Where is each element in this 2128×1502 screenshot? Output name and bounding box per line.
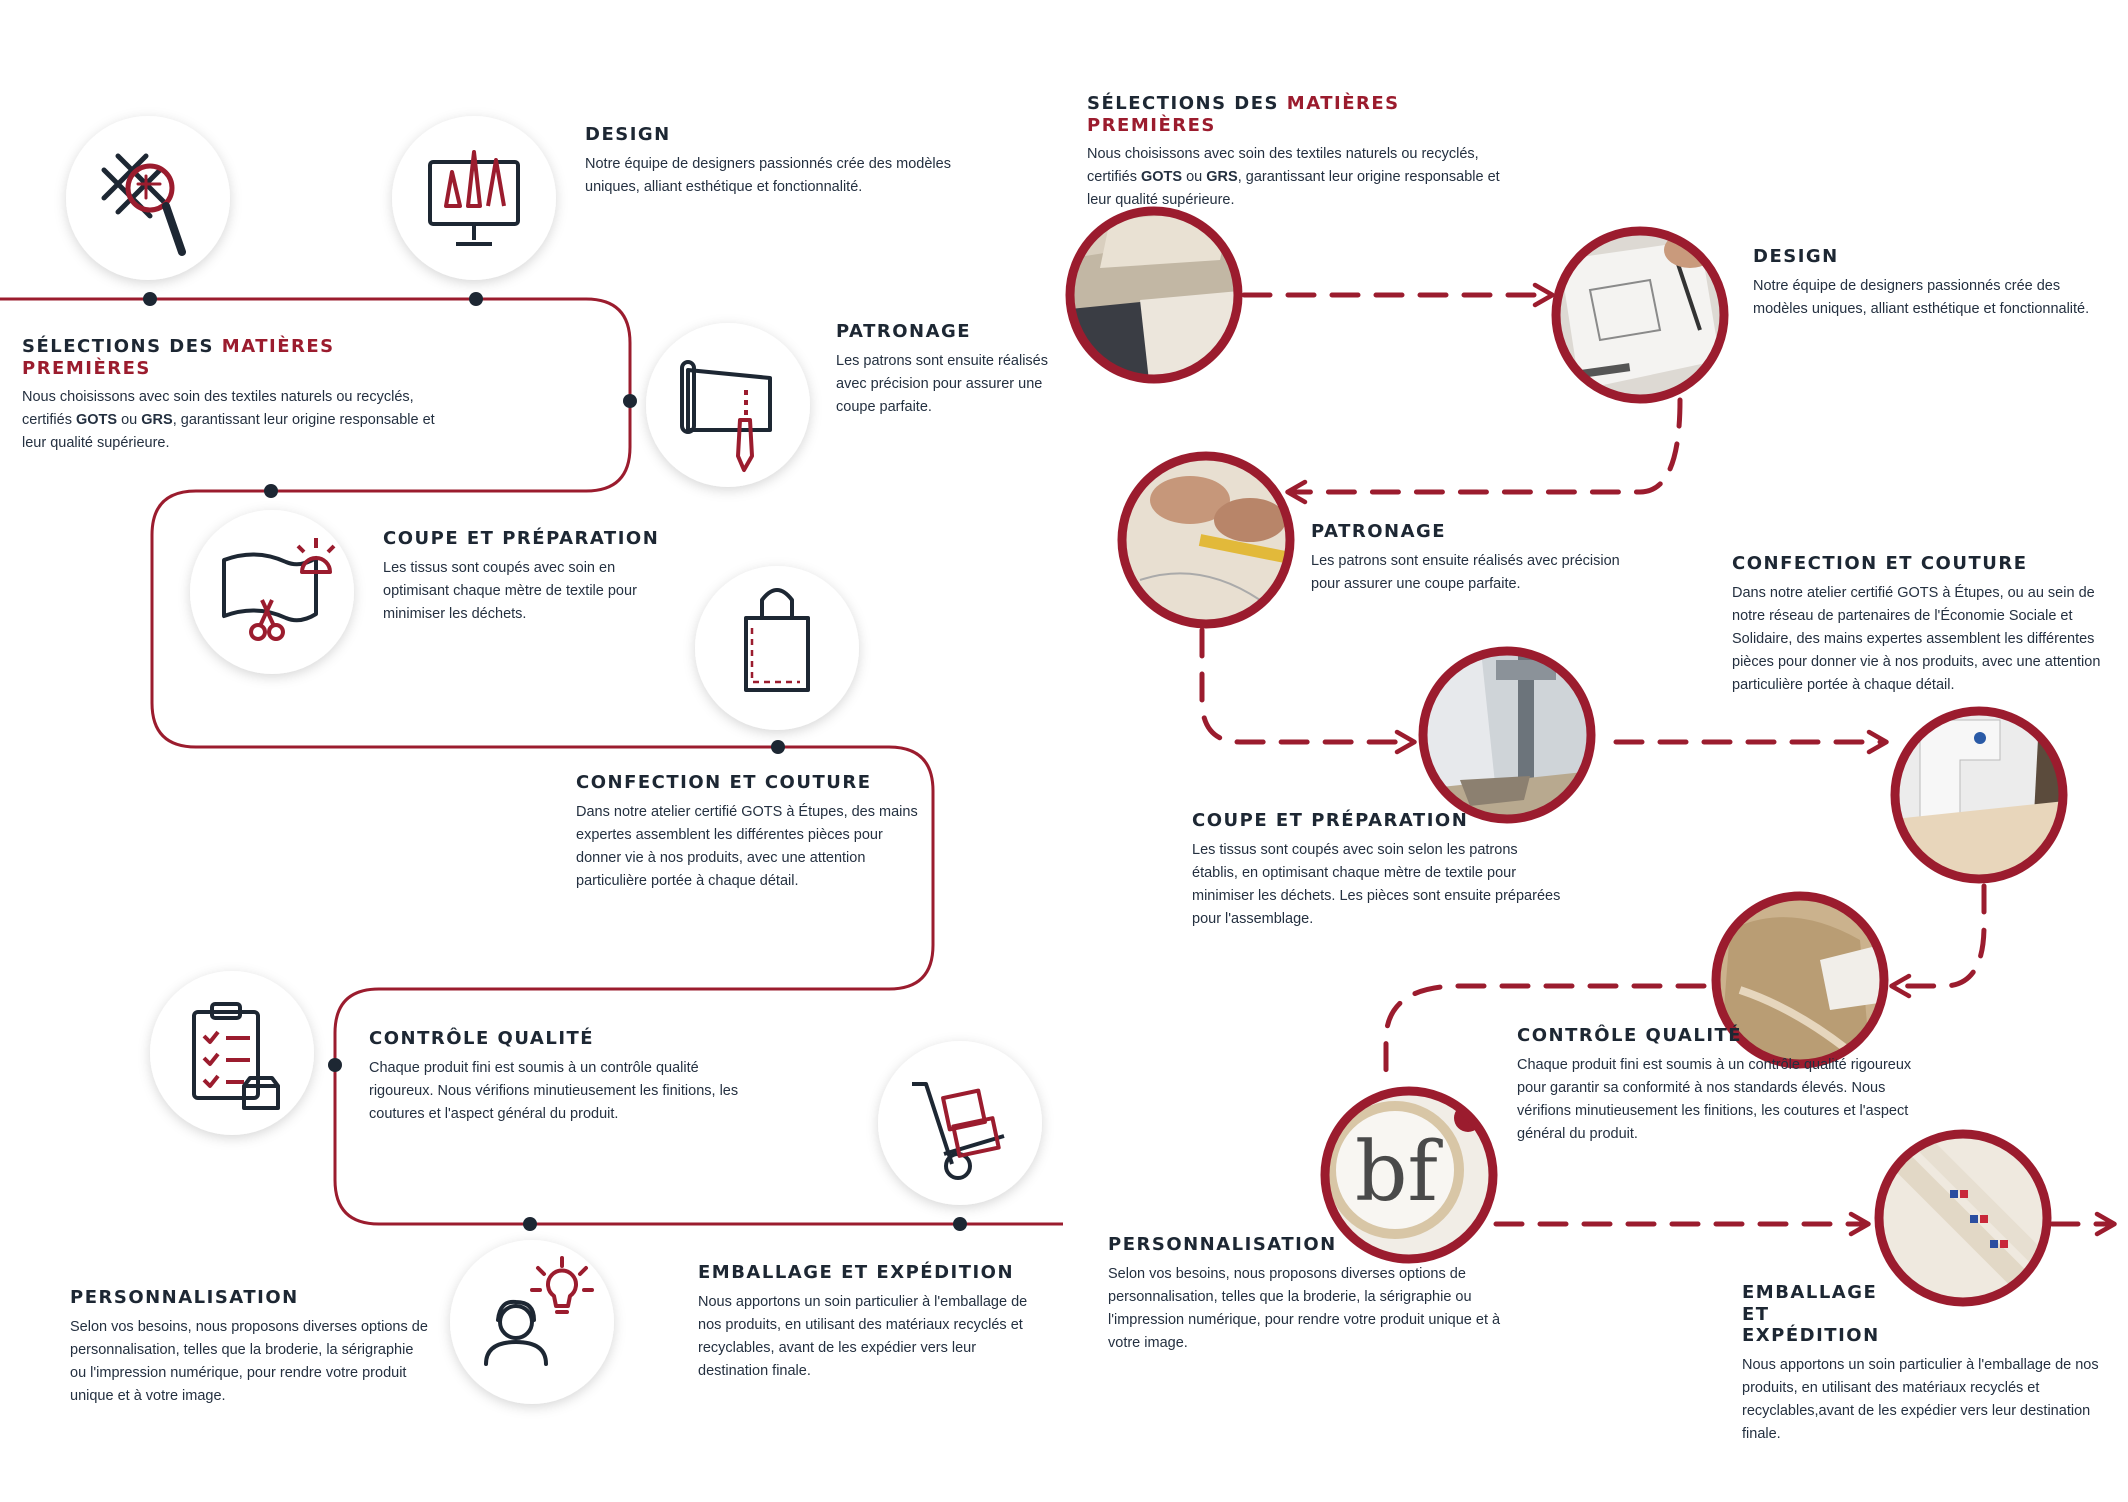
- icon-circle-design: [392, 116, 556, 280]
- step-title: COUPE ET PRÉPARATION: [1192, 810, 1469, 831]
- step-title: EMBALLAGE ET EXPÉDITION: [698, 1262, 1015, 1283]
- icon-circle-selections: [66, 116, 230, 280]
- step-title: PATRONAGE: [1311, 521, 1447, 542]
- timeline-dot: [469, 292, 483, 306]
- right-step-design: DESIGN Notre équipe de designers passion…: [1753, 246, 2103, 321]
- left-step-selections: SÉLECTIONS DES MATIÈRES PREMIÈRES Nous c…: [22, 336, 442, 455]
- packaging-bags-photo: [1874, 1129, 2052, 1307]
- step-description: Dans notre atelier certifié GOTS à Étupe…: [576, 803, 918, 889]
- step-description: Les patrons sont ensuite réalisés avec p…: [836, 352, 1048, 415]
- step-description: Dans notre atelier certifié GOTS à Étupe…: [1732, 584, 2101, 693]
- fabric-scissors-icon: [222, 538, 336, 641]
- icon-circle-confection: [695, 566, 859, 730]
- left-step-confection: CONFECTION ET COUTURE Dans notre atelier…: [576, 772, 926, 893]
- right-step-coupe: COUPE ET PRÉPARATION Les tissus sont cou…: [1192, 810, 1562, 931]
- step-title: CONTRÔLE QUALITÉ: [369, 1028, 595, 1049]
- left-timeline-dots: [143, 292, 967, 1231]
- right-step-personnalisation: PERSONNALISATION Selon vos besoins, nous…: [1108, 1234, 1528, 1355]
- timeline-dot: [953, 1217, 967, 1231]
- icon-circle-emballage: [878, 1041, 1042, 1205]
- svg-text:bf: bf: [1355, 1125, 1443, 1220]
- quality-bags-photo: [1711, 891, 1889, 1069]
- search-fabric-icon: [101, 153, 186, 256]
- sketching-photo: [1551, 226, 1729, 404]
- step-title: PERSONNALISATION: [1108, 1234, 1337, 1255]
- person-idea-icon: [484, 1256, 594, 1366]
- cutting-machine-photo: [1418, 646, 1596, 824]
- step-title: SÉLECTIONS DES MATIÈRES PREMIÈRES: [1087, 93, 1400, 136]
- right-step-patronage: PATRONAGE Les patrons sont ensuite réali…: [1311, 521, 1641, 596]
- icon-circle-patronage: [646, 323, 810, 487]
- embroidery-photo: bf: [1320, 1086, 1498, 1264]
- right-step-controle: CONTRÔLE QUALITÉ Chaque produit fini est…: [1517, 1025, 1927, 1146]
- step-description: Chaque produit fini est soumis à un cont…: [369, 1059, 739, 1122]
- icon-circle-coupe: [190, 510, 354, 674]
- step-description: Selon vos besoins, nous proposons divers…: [70, 1318, 428, 1404]
- icon-circle-personnalisation: [450, 1240, 614, 1404]
- pattern-drawing-photo: [1117, 451, 1295, 629]
- left-step-coupe: COUPE ET PRÉPARATION Les tissus sont cou…: [383, 528, 673, 626]
- step-title: CONFECTION ET COUTURE: [576, 772, 872, 793]
- left-step-patronage: PATRONAGE Les patrons sont ensuite réali…: [836, 321, 1066, 419]
- right-step-emballage: EMBALLAGE ET EXPÉDITION Nous apportons u…: [1742, 1282, 2102, 1446]
- step-description: Selon vos besoins, nous proposons divers…: [1108, 1265, 1501, 1351]
- step-title: COUPE ET PRÉPARATION: [383, 528, 660, 549]
- step-title: CONTRÔLE QUALITÉ: [1517, 1025, 1743, 1046]
- left-step-controle: CONTRÔLE QUALITÉ Chaque produit fini est…: [369, 1028, 739, 1126]
- step-description: Notre équipe de designers passionnés cré…: [585, 155, 951, 195]
- timeline-dot: [328, 1058, 342, 1072]
- pattern-scroll-icon: [680, 360, 772, 472]
- design-monitor-icon: [428, 150, 520, 246]
- step-description: Les tissus sont coupés avec soin en opti…: [383, 559, 637, 622]
- step-title: PATRONAGE: [836, 321, 972, 342]
- step-description: Nous choisissons avec soin des textiles …: [1087, 146, 1500, 209]
- step-title: CONFECTION ET COUTURE: [1732, 553, 2028, 574]
- step-title: SÉLECTIONS DES MATIÈRES PREMIÈRES: [22, 336, 335, 379]
- left-timeline-path: [0, 297, 1063, 1226]
- step-description: Les patrons sont ensuite réalisés avec p…: [1311, 552, 1620, 592]
- timeline-dot: [623, 394, 637, 408]
- step-title: PERSONNALISATION: [70, 1287, 299, 1308]
- icon-circle-controle: [150, 971, 314, 1135]
- checklist-icon: [192, 1002, 280, 1110]
- sewing-machine-photo: [1890, 706, 2068, 884]
- step-description: Chaque produit fini est soumis à un cont…: [1517, 1056, 1912, 1142]
- step-description: Notre équipe de designers passionnés cré…: [1753, 277, 2090, 317]
- step-description: Nous apportons un soin particulier à l'e…: [1742, 1356, 2099, 1442]
- step-title: EMBALLAGE ET EXPÉDITION: [1742, 1282, 1880, 1347]
- timeline-dot: [143, 292, 157, 306]
- right-step-confection: CONFECTION ET COUTURE Dans notre atelier…: [1732, 553, 2112, 697]
- timeline-dot: [264, 484, 278, 498]
- left-step-emballage: EMBALLAGE ET EXPÉDITION Nous apportons u…: [698, 1262, 1038, 1383]
- hand-truck-icon: [912, 1082, 1005, 1180]
- timeline-dot: [771, 740, 785, 754]
- timeline-dot: [523, 1217, 537, 1231]
- left-step-design: DESIGN Notre équipe de designers passion…: [585, 124, 955, 199]
- step-description: Nous choisissons avec soin des textiles …: [22, 389, 435, 452]
- right-step-selections: SÉLECTIONS DES MATIÈRES PREMIÈRES Nous c…: [1087, 93, 1527, 212]
- step-title: DESIGN: [1753, 246, 1839, 267]
- step-description: Nous apportons un soin particulier à l'e…: [698, 1293, 1028, 1379]
- left-step-personnalisation: PERSONNALISATION Selon vos besoins, nous…: [70, 1287, 430, 1408]
- step-title: DESIGN: [585, 124, 671, 145]
- raw-fabrics-photo: [1065, 206, 1243, 384]
- tote-bag-icon: [744, 588, 810, 692]
- right-dashed-connectors: [1199, 282, 2117, 1237]
- step-description: Les tissus sont coupés avec soin selon l…: [1192, 841, 1561, 927]
